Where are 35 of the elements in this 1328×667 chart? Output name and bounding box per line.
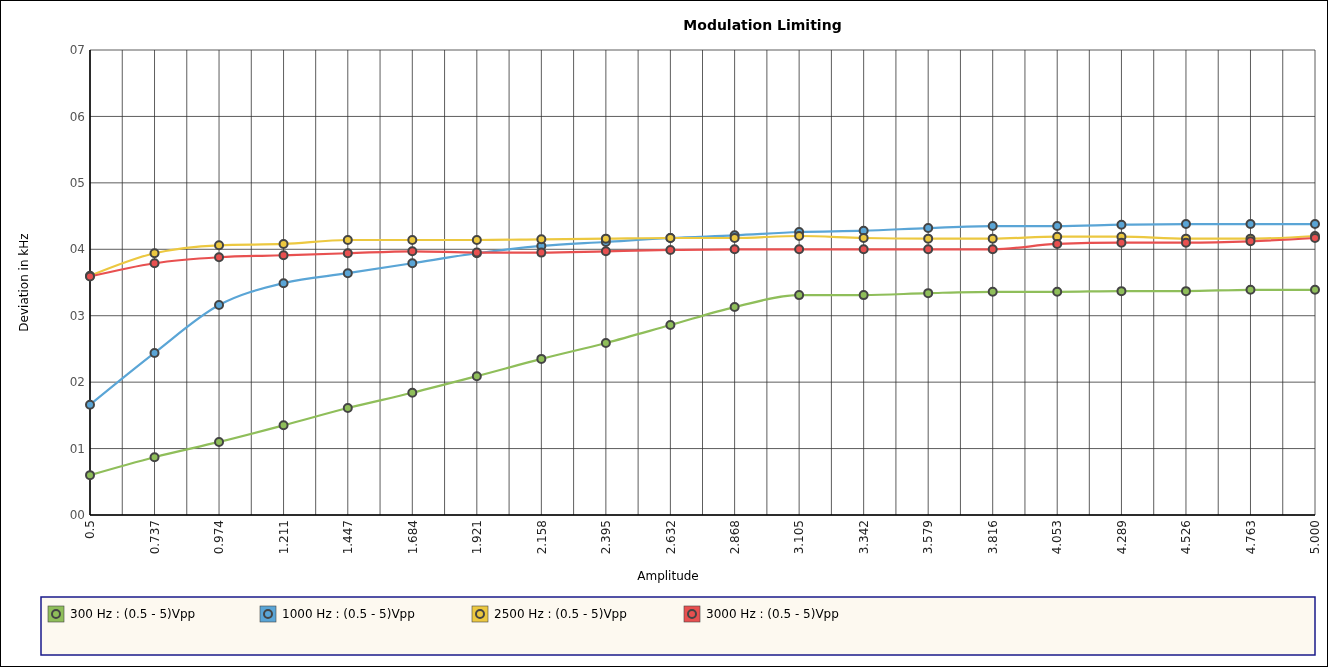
y-tick-label: 03 [69,308,85,323]
x-tick-label: 1.447 [340,520,355,555]
y-tick-label: 06 [69,109,85,124]
legend-label: 3000 Hz : (0.5 - 5)Vpp [706,607,839,622]
x-axis-title: Amplitude [637,569,699,583]
x-tick-label: 3.579 [921,520,936,555]
y-tick-label: 01 [69,441,85,456]
x-tick-label: 0.974 [212,520,227,555]
x-tick-label: 4.053 [1050,520,1065,555]
chart-title: Modulation Limiting [683,17,842,33]
y-tick-label: 04 [69,242,85,257]
x-tick-label: 3.816 [985,520,1000,555]
x-tick-label: 5.000 [1308,520,1323,555]
legend-label: 300 Hz : (0.5 - 5)Vpp [70,607,196,622]
y-axis-title: Deviation in kHz [17,233,31,332]
x-tick-label: 4.763 [1243,520,1258,555]
y-tick-label: 05 [69,176,85,191]
x-tick-label: 2.632 [663,520,678,555]
x-tick-label: 2.395 [599,520,614,555]
x-tick-label: 4.526 [1179,520,1194,555]
y-tick-label: 02 [69,375,85,390]
legend-label: 2500 Hz : (0.5 - 5)Vpp [494,607,627,622]
x-tick-label: 4.289 [1114,520,1129,555]
y-tick-label: 00 [69,508,85,523]
x-tick-label: 1.684 [405,520,420,555]
x-tick-label: 1.211 [276,520,291,555]
x-tick-label: 0.5 [83,520,98,540]
y-tick-label: 07 [69,43,85,58]
x-tick-label: 2.868 [727,520,742,555]
x-tick-label: 1.921 [470,520,485,555]
x-tick-label: 0.737 [147,520,162,555]
legend-label: 1000 Hz : (0.5 - 5)Vpp [282,607,415,622]
x-tick-label: 3.342 [856,520,871,555]
x-tick-label: 3.105 [792,520,807,555]
x-tick-label: 2.158 [534,520,549,555]
